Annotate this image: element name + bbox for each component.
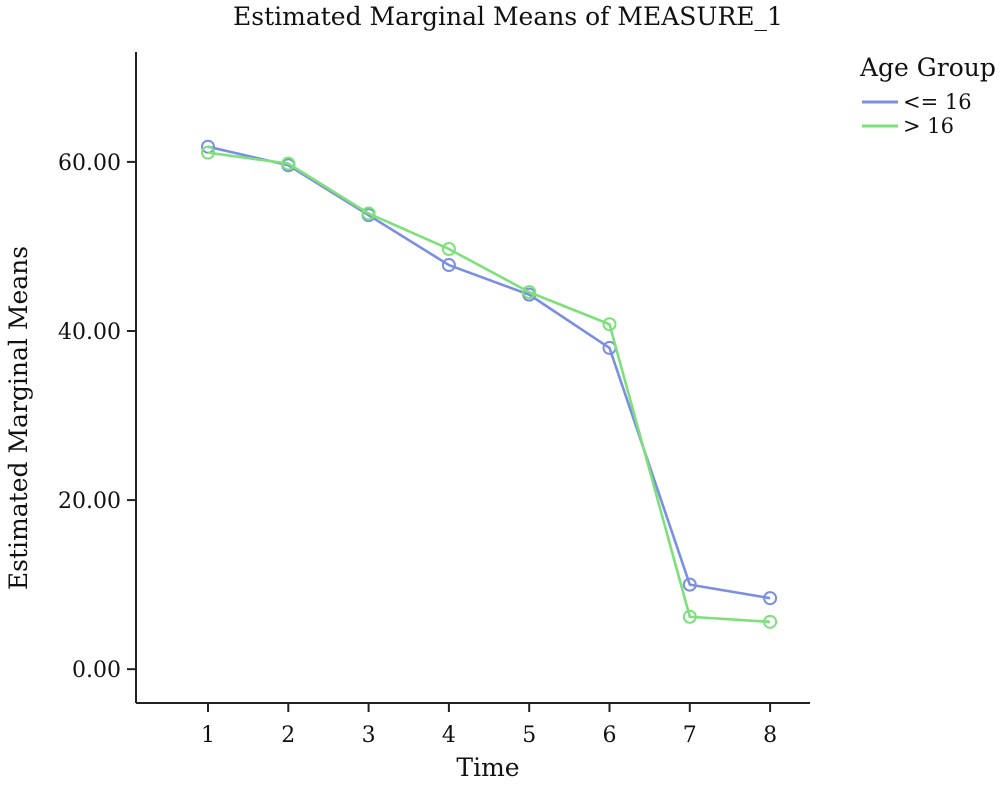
x-tick-label: 4: [442, 723, 456, 748]
y-tick-label: 0.00: [72, 658, 121, 683]
x-tick-label: 8: [763, 723, 777, 748]
data-point: [682, 577, 697, 592]
legend: Age Group <= 16> 16: [859, 53, 996, 138]
legend-items: <= 16> 16: [862, 90, 972, 138]
y-tick-label: 40.00: [58, 320, 121, 345]
legend-label: > 16: [903, 114, 954, 138]
x-tick-label: 3: [362, 723, 376, 748]
y-axis-title: Estimated Marginal Means: [4, 246, 33, 590]
data-point: [441, 258, 456, 273]
y-tick-label: 60.00: [58, 151, 121, 176]
x-ticks: 1 2 3 4 5 6 7 8: [201, 703, 777, 748]
series-line: [207, 145, 771, 600]
data-point: [361, 206, 376, 221]
y-ticks: 0.00 20.00 40.00 60.00: [58, 151, 136, 683]
x-axis-title: Time: [456, 753, 519, 782]
data-point: [763, 614, 778, 629]
chart-title: Estimated Marginal Means of MEASURE_1: [233, 2, 783, 31]
x-tick-label: 5: [522, 723, 536, 748]
data-point: [602, 317, 617, 332]
data-point: [522, 285, 537, 300]
x-tick-label: 6: [603, 723, 617, 748]
data-point: [201, 145, 215, 160]
y-tick-label: 20.00: [58, 489, 121, 514]
legend-title: Age Group: [859, 53, 996, 82]
series-1: [201, 139, 778, 606]
data-point: [682, 609, 697, 624]
legend-label: <= 16: [903, 90, 972, 114]
axes: [135, 52, 810, 704]
series-layer: [201, 139, 778, 629]
series-line: [207, 151, 771, 624]
series-2: [201, 145, 778, 629]
data-point: [281, 156, 296, 171]
x-tick-label: 2: [281, 723, 295, 748]
data-point: [441, 241, 456, 256]
x-tick-label: 1: [201, 723, 215, 748]
x-tick-label: 7: [683, 723, 697, 748]
data-point: [763, 591, 778, 606]
